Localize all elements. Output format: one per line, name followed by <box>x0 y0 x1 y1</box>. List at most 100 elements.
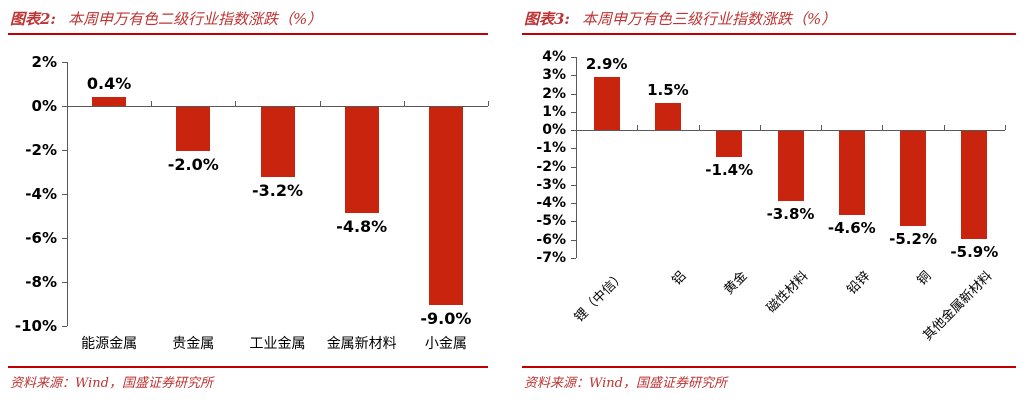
y-tick-mark <box>62 282 67 283</box>
y-tick-label: -10% <box>14 317 57 335</box>
figure-3: 图表3: 本周申万有色三级行业指数涨跌（%） 4% 3% 2% 1% 0% -1% -2% -3… <box>522 0 1016 400</box>
y-tick-label: -8% <box>25 273 57 291</box>
bar-磁性材料 <box>777 131 804 201</box>
y-tick-mark <box>571 221 576 223</box>
figure-2-source: 资料来源：Wind，国盛证券研究所 <box>10 376 213 391</box>
figure-2: 图表2: 本周申万有色二级行业指数涨跌（%） 2% 0% -2% -4% -6% -8% -1… <box>8 0 489 400</box>
y-tick-label: -5% <box>536 213 566 230</box>
data-label: 0.4% <box>86 74 132 94</box>
x-tick-mark <box>637 125 639 131</box>
x-tick-mark <box>821 125 823 131</box>
figure-2-source-rule <box>8 366 488 368</box>
y-tick-label: -1% <box>536 140 566 157</box>
y-tick-mark <box>62 238 67 239</box>
bar-铅锌 <box>838 131 865 216</box>
data-label: -5.2% <box>889 230 937 249</box>
y-tick-label: 3% <box>542 67 566 84</box>
x-tick-mark <box>319 101 321 106</box>
y-axis-line <box>576 57 577 258</box>
y-tick-mark <box>62 106 67 107</box>
chart-sw-tertiary-industry: 4% 3% 2% 1% 0% -1% -2% -3% -4% -5% -6% -7% 2.9% 锂（中信）… <box>522 0 1016 400</box>
y-tick-label: -2% <box>536 158 566 175</box>
y-tick-mark <box>571 75 576 77</box>
figure-3-source-rule <box>522 366 1016 368</box>
data-label: -4.6% <box>827 219 876 238</box>
bar-黄金 <box>716 131 743 157</box>
y-tick-label: 0% <box>542 122 566 139</box>
figure-3-title: 图表3: 本周申万有色三级行业指数涨跌（%） <box>524 8 836 29</box>
y-tick-mark <box>571 148 576 150</box>
category-label: 能源金属 <box>81 336 138 352</box>
data-label: -4.8% <box>336 216 388 236</box>
data-label: -5.9% <box>950 242 999 261</box>
data-label: -3.8% <box>766 204 815 223</box>
category-label: 小金属 <box>424 336 467 352</box>
y-tick-mark <box>62 194 67 195</box>
data-label: -1.4% <box>705 160 754 179</box>
figure-3-source: 资料来源：Wind，国盛证券研究所 <box>524 376 727 391</box>
x-tick-mark <box>882 125 884 131</box>
y-tick-mark <box>571 166 576 168</box>
y-tick-mark <box>571 130 576 132</box>
chart-sw-secondary-industry: 2% 0% -2% -4% -6% -8% -10% 0.4% 能源金属 -2.0% 贵金属 -3.2… <box>8 0 489 400</box>
y-tick-label: 4% <box>542 49 566 65</box>
x-tick-mark <box>943 125 945 131</box>
zero-baseline <box>576 130 1005 132</box>
y-tick-mark <box>62 326 67 327</box>
category-label: 工业金属 <box>249 336 306 352</box>
figure-2-title: 图表2: 本周申万有色二级行业指数涨跌（%） <box>10 8 322 29</box>
y-tick-mark <box>571 111 576 113</box>
figure-3-title-rule <box>522 33 1016 35</box>
x-tick-mark <box>235 101 237 106</box>
y-tick-label: -4% <box>536 195 566 212</box>
x-tick-mark <box>403 101 405 106</box>
x-tick-mark <box>1005 125 1006 131</box>
category-label: 金属新材料 <box>326 336 397 352</box>
y-tick-mark <box>571 57 576 58</box>
category-label: 其他金属新材料 <box>782 266 996 344</box>
y-tick-mark <box>62 62 67 63</box>
figure-3-title-text: 本周申万有色三级行业指数涨跌（%） <box>581 10 837 28</box>
x-tick-mark <box>759 125 761 131</box>
y-tick-label: -3% <box>536 176 566 193</box>
bar-贵金属 <box>176 107 211 151</box>
y-tick-mark <box>571 258 576 259</box>
bar-铝 <box>654 102 681 131</box>
bar-锂（中信） <box>593 77 620 131</box>
category-label: 贵金属 <box>172 336 215 352</box>
y-tick-label: 2% <box>31 53 57 71</box>
bar-其他金属新材料 <box>961 131 988 239</box>
x-tick-mark <box>698 125 700 131</box>
bar-能源金属 <box>92 97 127 106</box>
y-tick-label: 1% <box>542 103 566 120</box>
y-tick-mark <box>571 93 576 95</box>
data-label: 1.5% <box>647 80 689 99</box>
y-axis-line <box>67 62 68 326</box>
bar-铜 <box>900 131 927 227</box>
y-tick-label: -6% <box>25 229 57 247</box>
x-tick-mark <box>488 101 489 106</box>
figure-3-label: 图表3: <box>524 10 570 28</box>
figure-2-label: 图表2: <box>10 10 56 28</box>
data-label: -9.0% <box>420 309 472 328</box>
y-tick-label: -2% <box>25 141 57 159</box>
figure-2-title-rule <box>8 33 488 35</box>
y-tick-mark <box>571 203 576 205</box>
bar-工业金属 <box>260 107 295 178</box>
x-tick-mark <box>151 101 153 106</box>
zero-baseline <box>67 106 488 107</box>
bar-金属新材料 <box>344 107 379 213</box>
y-tick-mark <box>62 150 67 151</box>
y-tick-label: 0% <box>31 97 57 115</box>
y-tick-label: 2% <box>542 85 566 102</box>
data-label: 2.9% <box>585 55 628 74</box>
y-tick-label: -6% <box>536 231 566 248</box>
data-label: -3.2% <box>251 181 303 201</box>
figure-2-title-text: 本周申万有色二级行业指数涨跌（%） <box>67 10 323 28</box>
bar-小金属 <box>428 107 463 305</box>
y-tick-mark <box>571 239 576 241</box>
y-tick-mark <box>571 184 576 186</box>
y-tick-label: -7% <box>536 250 566 266</box>
y-tick-label: -4% <box>25 185 57 203</box>
